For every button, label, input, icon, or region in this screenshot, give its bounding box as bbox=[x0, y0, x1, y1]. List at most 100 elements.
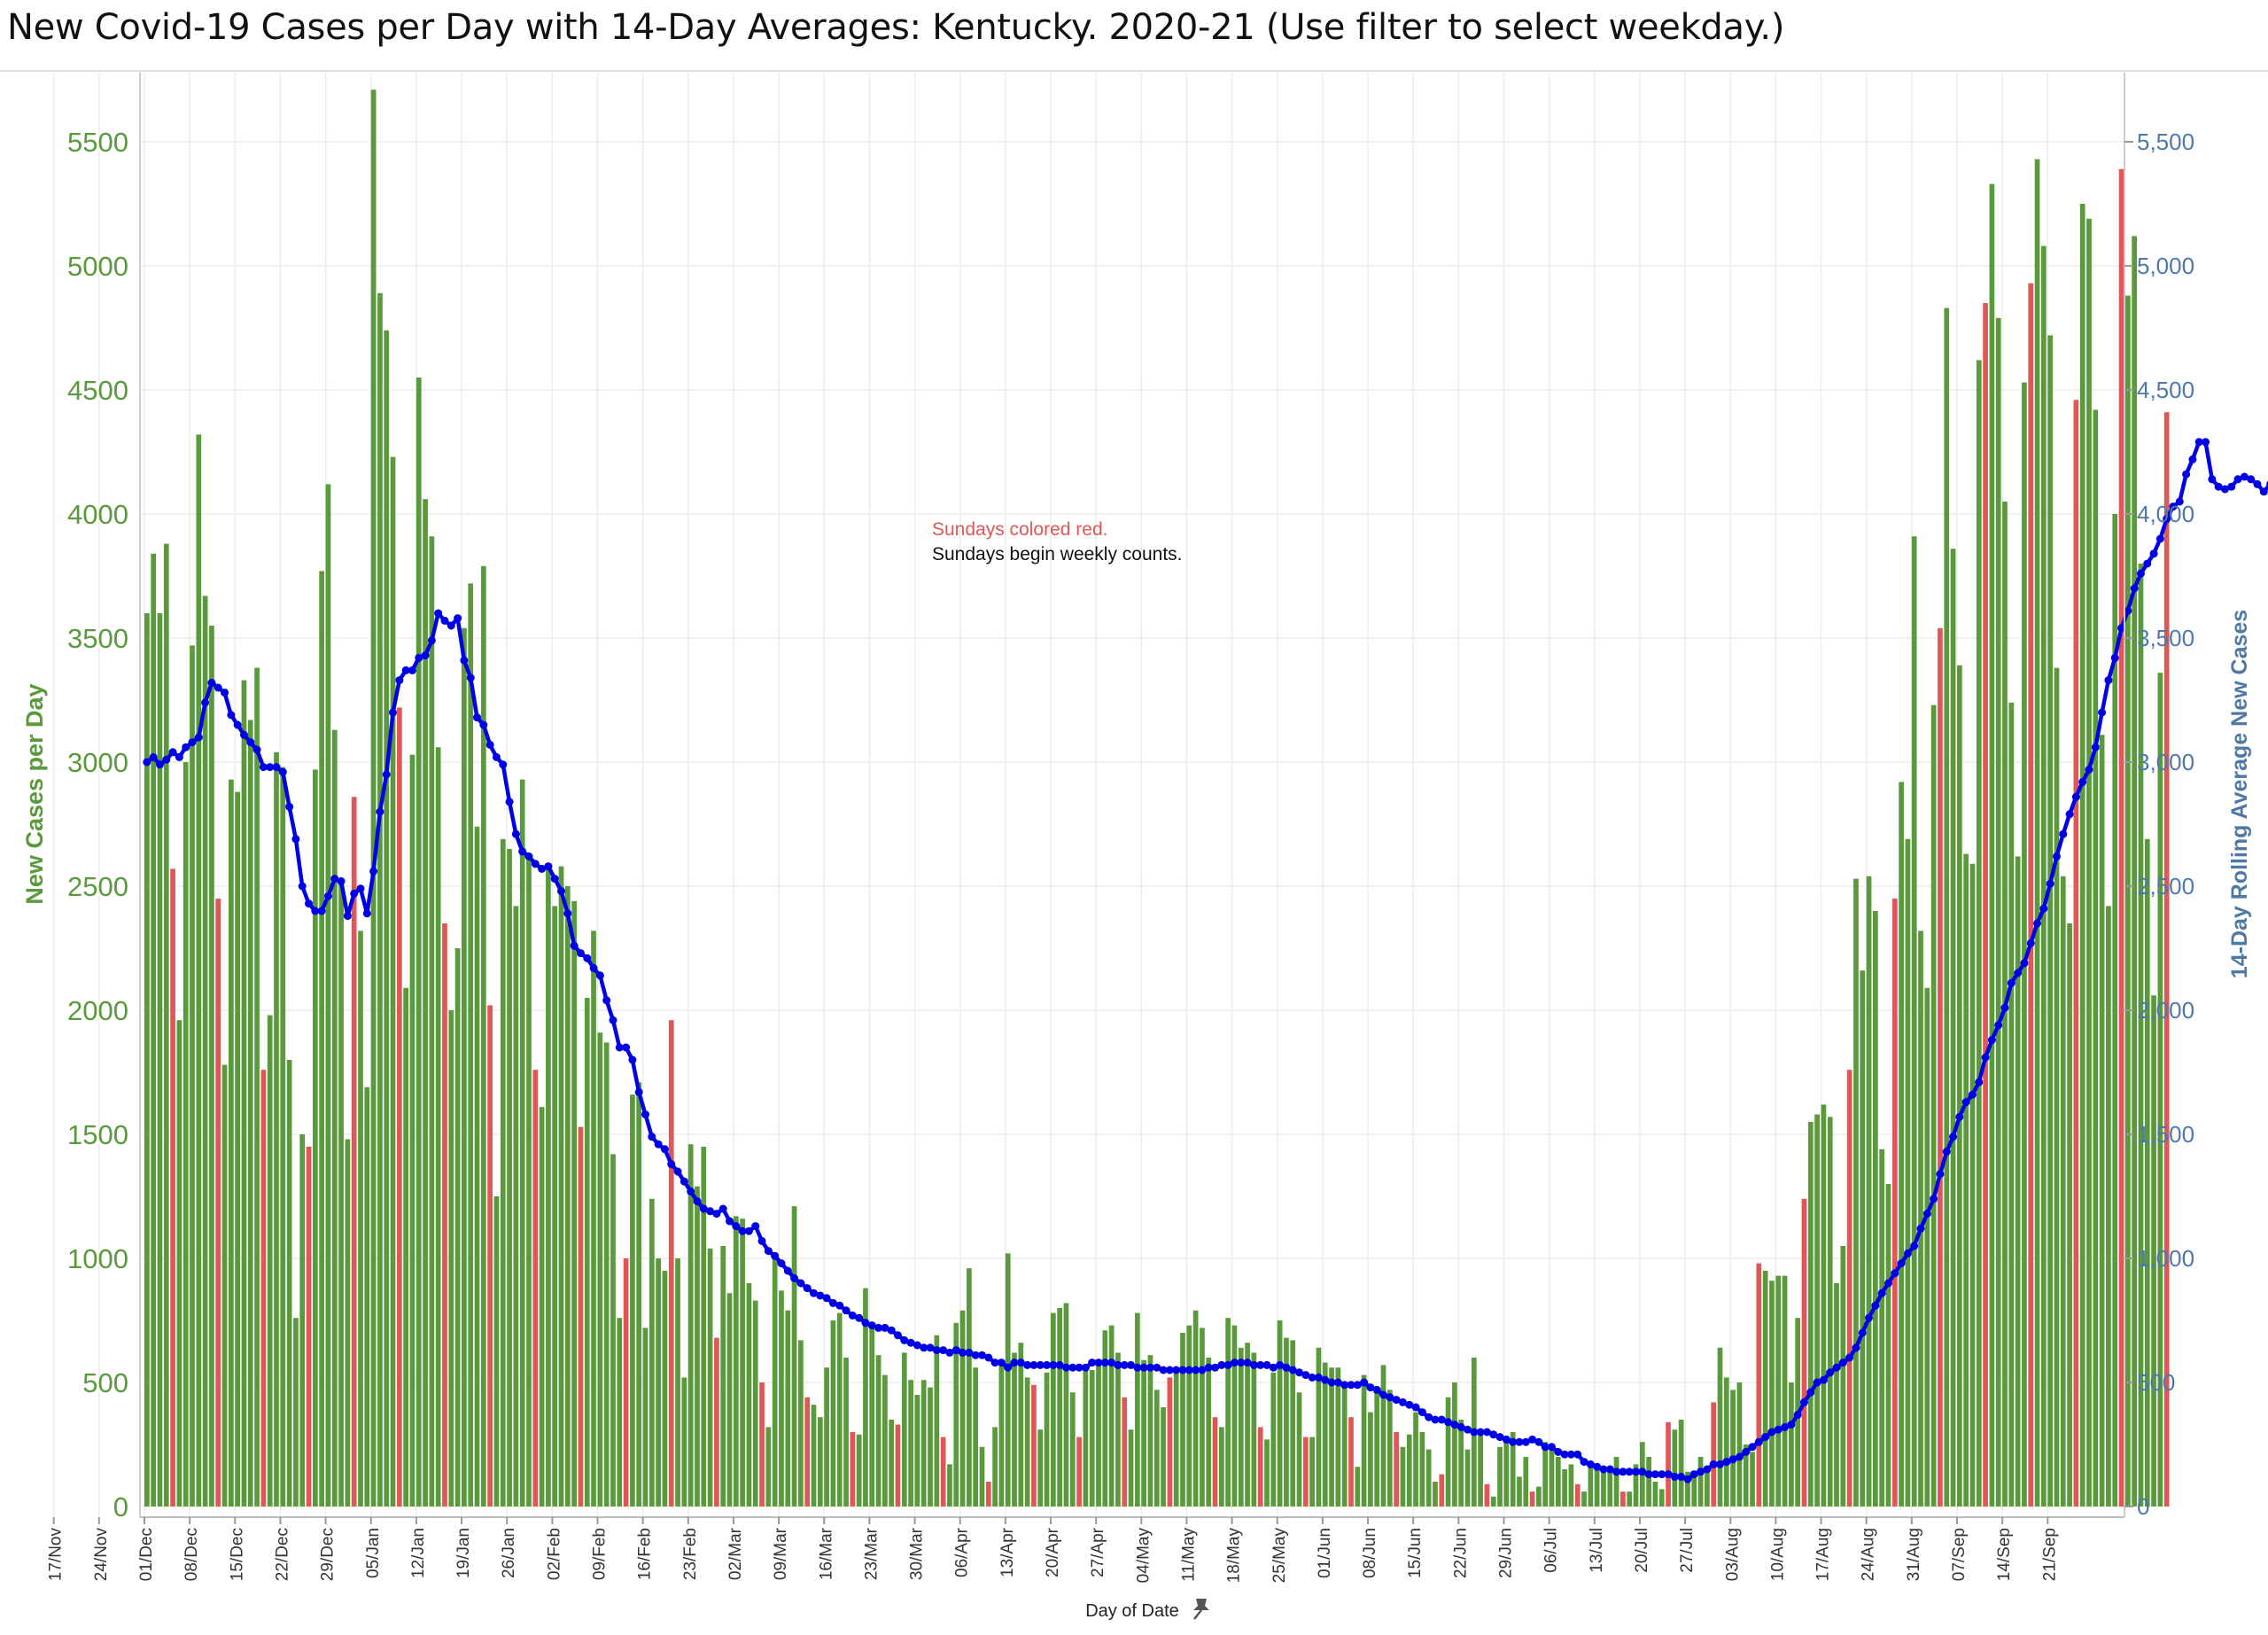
daily-bar bbox=[564, 886, 571, 1507]
rolling-average-point bbox=[1470, 1428, 1479, 1436]
sunday-bar bbox=[668, 1020, 674, 1507]
rolling-average-point bbox=[906, 1338, 915, 1347]
rolling-average-point bbox=[1153, 1363, 1161, 1372]
daily-bar bbox=[733, 1216, 739, 1507]
daily-bar bbox=[1290, 1340, 1296, 1507]
rolling-average-point bbox=[272, 763, 281, 772]
daily-bar bbox=[836, 1312, 843, 1507]
daily-bar bbox=[1225, 1318, 1231, 1507]
rolling-average-point bbox=[524, 852, 533, 860]
rolling-average-point bbox=[1910, 1242, 1919, 1250]
x-tick-label: 06/Jul bbox=[1542, 1528, 1561, 1573]
daily-bar bbox=[1251, 1352, 1257, 1507]
annotation-weekly-counts: Sundays begin weekly counts. bbox=[932, 544, 1183, 564]
daily-bar bbox=[474, 826, 480, 1507]
rolling-average-point bbox=[291, 835, 300, 844]
rolling-average-point bbox=[408, 666, 416, 674]
daily-bar bbox=[1413, 1412, 1418, 1507]
daily-bar bbox=[1601, 1467, 1606, 1507]
daily-bar bbox=[681, 1377, 687, 1507]
rolling-average-point bbox=[1495, 1433, 1504, 1442]
rolling-average-point bbox=[1502, 1435, 1511, 1444]
rolling-average-point bbox=[201, 698, 210, 707]
rolling-average-point bbox=[1405, 1400, 1414, 1409]
right-tick-label: 3,500 bbox=[2137, 625, 2194, 651]
rolling-average-point bbox=[1004, 1363, 1013, 1372]
rolling-average-point bbox=[2104, 676, 2113, 685]
rolling-average-point bbox=[1813, 1378, 1821, 1387]
daily-bar bbox=[779, 1290, 784, 1507]
rolling-average-point bbox=[1865, 1313, 1874, 1322]
daily-bar bbox=[228, 779, 234, 1507]
daily-bar bbox=[1180, 1333, 1185, 1507]
rolling-average-point bbox=[1638, 1468, 1647, 1476]
rolling-average-point bbox=[1852, 1343, 1860, 1352]
daily-bar bbox=[662, 1271, 668, 1507]
sunday-bar bbox=[1938, 627, 1943, 1507]
rolling-average-point bbox=[1994, 1021, 2003, 1030]
rolling-average-point bbox=[182, 743, 190, 751]
x-tick-label: 13/Apr bbox=[998, 1527, 1017, 1577]
rolling-average-point bbox=[1061, 1363, 1070, 1372]
rolling-average-point bbox=[162, 755, 171, 764]
rolling-average-point bbox=[641, 1110, 649, 1119]
rolling-average-point bbox=[1425, 1413, 1433, 1421]
daily-bar bbox=[1153, 1390, 1160, 1507]
daily-bar bbox=[2054, 667, 2060, 1507]
gridlines bbox=[52, 73, 2124, 1517]
rolling-average-point bbox=[1321, 1375, 1330, 1384]
daily-bar bbox=[642, 1327, 649, 1507]
sunday-bar bbox=[1348, 1417, 1354, 1507]
daily-bar bbox=[247, 720, 253, 1507]
daily-bar bbox=[493, 1196, 500, 1507]
daily-bar bbox=[144, 613, 150, 1507]
rolling-average-point bbox=[1936, 1170, 1945, 1179]
rolling-average-point bbox=[382, 770, 391, 779]
daily-bar bbox=[1633, 1464, 1639, 1507]
rolling-average-point bbox=[1043, 1360, 1052, 1369]
daily-bar bbox=[176, 1020, 183, 1507]
rolling-average-point bbox=[511, 829, 520, 838]
daily-bar bbox=[1400, 1446, 1406, 1507]
rolling-average-point bbox=[214, 683, 222, 692]
x-tick-label: 18/May bbox=[1225, 1528, 1244, 1584]
left-tick-label: 1000 bbox=[67, 1243, 128, 1274]
daily-bar bbox=[928, 1387, 933, 1507]
rolling-average-point bbox=[343, 912, 352, 921]
rolling-average-point bbox=[454, 614, 462, 623]
daily-bar bbox=[992, 1427, 998, 1507]
x-tick-label: 30/Mar bbox=[908, 1527, 927, 1580]
daily-bar bbox=[571, 900, 577, 1507]
left-tick-label: 0 bbox=[113, 1491, 128, 1522]
rolling-average-point bbox=[771, 1251, 780, 1260]
daily-bar bbox=[2060, 876, 2066, 1507]
daily-bar bbox=[1238, 1347, 1244, 1507]
rolling-average-point bbox=[1891, 1269, 1899, 1278]
daily-bar bbox=[1678, 1420, 1684, 1507]
daily-bar bbox=[1969, 863, 1976, 1507]
rolling-average-point bbox=[2124, 606, 2132, 615]
rolling-average-point bbox=[926, 1343, 935, 1352]
daily-bar bbox=[617, 1318, 623, 1507]
daily-bar bbox=[1510, 1432, 1516, 1507]
rolling-average-point bbox=[1165, 1366, 1174, 1374]
daily-bar bbox=[1192, 1310, 1199, 1507]
rolling-average-point bbox=[1100, 1359, 1109, 1367]
rolling-average-point bbox=[1930, 1195, 1938, 1203]
x-tick-label: 20/Jul bbox=[1633, 1528, 1651, 1573]
daily-bar bbox=[254, 667, 260, 1507]
rolling-average-point bbox=[1832, 1363, 1841, 1372]
rolling-average-point bbox=[1761, 1433, 1770, 1442]
daily-bar bbox=[1743, 1444, 1749, 1507]
rolling-average-point bbox=[1897, 1259, 1906, 1268]
pin-icon[interactable] bbox=[1193, 1599, 1209, 1620]
daily-bar bbox=[454, 948, 461, 1507]
rolling-average-point bbox=[1806, 1388, 1815, 1397]
daily-bar bbox=[1063, 1303, 1069, 1507]
daily-bar bbox=[998, 1359, 1005, 1507]
daily-bar bbox=[959, 1310, 966, 1507]
right-axis-ticks: 0 500 1,000 1,500 2,000 2,500 3,000 3,500 4,000 4… bbox=[2124, 128, 2194, 1520]
left-tick-label: 5500 bbox=[67, 127, 128, 158]
rolling-average-point bbox=[867, 1321, 876, 1330]
rolling-average-point bbox=[1301, 1371, 1310, 1380]
